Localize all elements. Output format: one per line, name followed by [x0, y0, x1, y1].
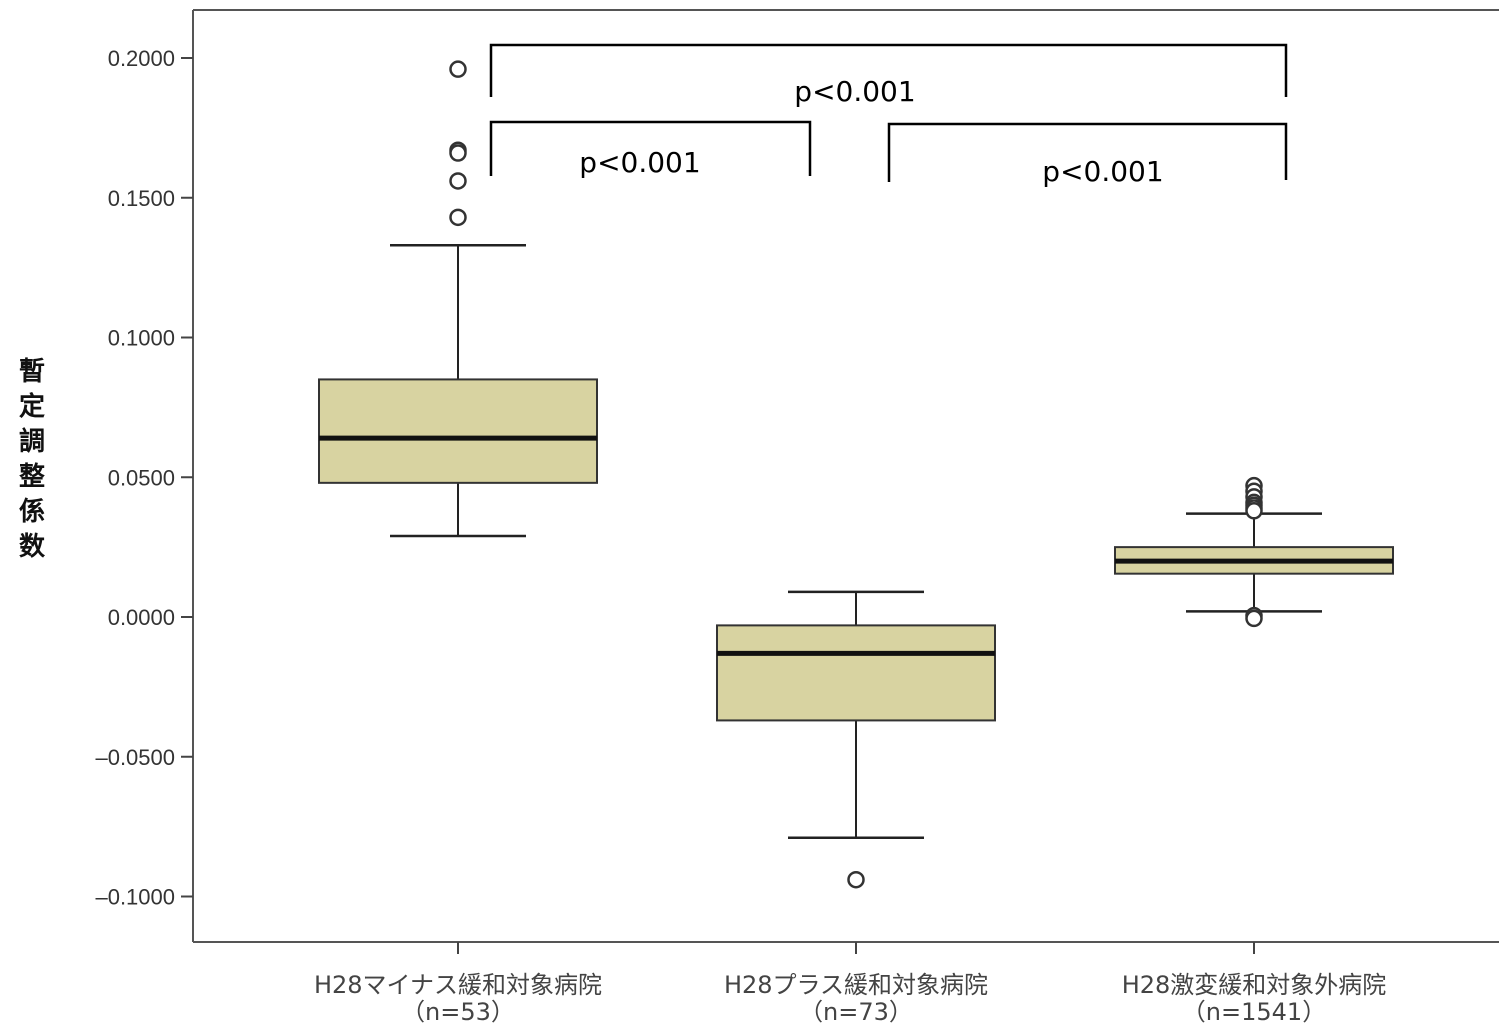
outlier-point — [1245, 502, 1263, 520]
y-tick-label: 0.1000 — [108, 326, 175, 351]
outlier-point — [847, 870, 865, 889]
outlier-point — [449, 208, 467, 227]
box-iqr — [318, 378, 598, 484]
x-tick-sublabel: （n=53） — [401, 998, 515, 1025]
significance-label: p<0.001 — [1042, 155, 1163, 188]
significance-bracket — [489, 120, 812, 176]
y-axis-label-char: 定 — [18, 392, 45, 422]
significance-bracket — [489, 43, 1288, 97]
y-tick-label: 0.2000 — [108, 46, 175, 71]
x-tick-label: H28激変緩和対象外病院 — [1122, 971, 1387, 999]
y-axis-label-char: 整 — [18, 462, 45, 492]
significance-label: p<0.001 — [579, 146, 700, 179]
y-axis-label-char: 数 — [18, 532, 45, 562]
outlier-point — [449, 172, 467, 190]
y-axis-label: 暫定調整係数 — [12, 355, 52, 565]
y-axis-label-char: 暫 — [18, 357, 45, 387]
x-tick-label: H28プラス緩和対象病院 — [724, 971, 988, 999]
y-tick-label: 0.0000 — [108, 605, 175, 630]
x-tick-sublabel: （n=1541） — [1182, 998, 1326, 1025]
y-tick-label: 0.0500 — [108, 465, 175, 490]
y-axis-label-char: 係 — [18, 497, 45, 527]
y-tick-label: –0.0500 — [95, 745, 175, 770]
y-axis-label-char: 調 — [18, 427, 45, 457]
box-iqr — [716, 624, 996, 722]
outlier-point — [449, 60, 467, 78]
outlier-point — [1245, 609, 1263, 628]
y-tick-label: –0.1000 — [95, 885, 175, 910]
significance-bracket — [887, 122, 1288, 182]
x-tick-label: H28マイナス緩和対象病院 — [314, 971, 602, 999]
outlier-point — [449, 144, 467, 162]
x-tick-sublabel: （n=73） — [799, 998, 913, 1025]
significance-label: p<0.001 — [794, 75, 915, 108]
y-tick-label: 0.1500 — [108, 186, 175, 211]
